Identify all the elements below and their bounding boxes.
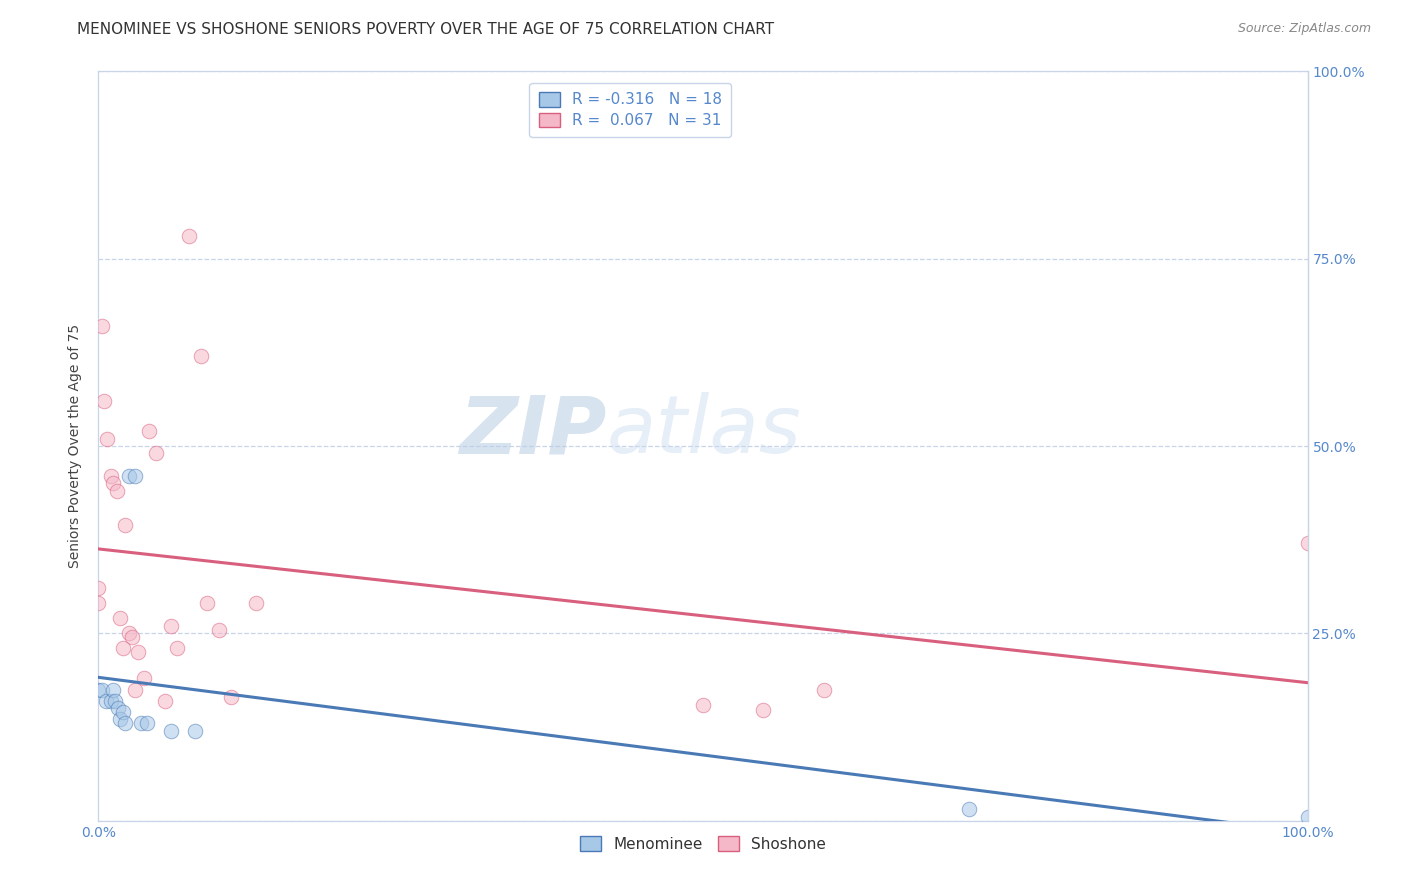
Point	[91, 319, 114, 334]
Text: MENOMINEE VS SHOSHONE SENIORS POVERTY OVER THE AGE OF 75 CORRELATION CHART: MENOMINEE VS SHOSHONE SENIORS POVERTY OV…	[77, 22, 775, 37]
Point	[105, 483, 128, 498]
Point	[121, 630, 143, 644]
Point	[100, 694, 122, 708]
Point	[87, 596, 110, 610]
Point	[135, 716, 157, 731]
Point	[124, 469, 146, 483]
Point	[208, 623, 231, 637]
Text: atlas: atlas	[606, 392, 801, 470]
Point	[1296, 536, 1319, 550]
Point	[752, 703, 775, 717]
Point	[153, 694, 176, 708]
Point	[108, 713, 131, 727]
Point	[100, 469, 122, 483]
Point	[107, 701, 129, 715]
Point	[114, 517, 136, 532]
Point	[96, 432, 118, 446]
Point	[118, 469, 141, 483]
Point	[134, 671, 156, 685]
Point	[190, 349, 212, 363]
Point	[101, 476, 124, 491]
Legend: Menominee, Shoshone: Menominee, Shoshone	[574, 830, 832, 858]
Point	[692, 698, 714, 712]
Point	[111, 705, 134, 719]
Point	[184, 723, 207, 738]
Point	[160, 619, 183, 633]
Point	[179, 229, 201, 244]
Point	[87, 682, 110, 697]
Point	[108, 611, 131, 625]
Point	[129, 716, 152, 731]
Point	[221, 690, 243, 704]
Text: Source: ZipAtlas.com: Source: ZipAtlas.com	[1237, 22, 1371, 36]
Point	[93, 394, 115, 409]
Point	[195, 596, 218, 610]
Point	[160, 723, 183, 738]
Point	[166, 641, 188, 656]
Y-axis label: Seniors Poverty Over the Age of 75: Seniors Poverty Over the Age of 75	[69, 324, 83, 568]
Point	[957, 802, 980, 816]
Point	[94, 694, 117, 708]
Point	[145, 446, 167, 460]
Point	[124, 682, 146, 697]
Text: ZIP: ZIP	[458, 392, 606, 470]
Point	[138, 424, 160, 438]
Point	[127, 645, 149, 659]
Point	[87, 582, 110, 596]
Point	[111, 641, 134, 656]
Point	[245, 596, 267, 610]
Point	[118, 626, 141, 640]
Point	[91, 682, 114, 697]
Point	[104, 694, 127, 708]
Point	[101, 682, 124, 697]
Point	[813, 682, 835, 697]
Point	[114, 716, 136, 731]
Point	[1296, 810, 1319, 824]
